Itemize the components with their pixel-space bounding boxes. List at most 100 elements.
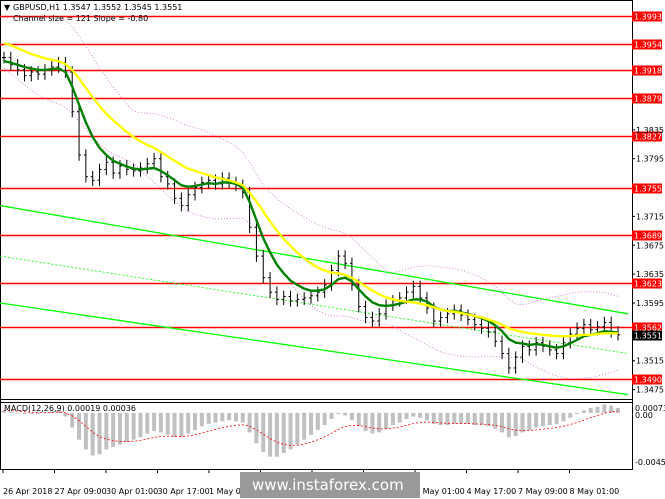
- macd-bar-82: [561, 412, 566, 422]
- macd-bar-21: [145, 412, 150, 434]
- macd-bar-31: [213, 412, 218, 423]
- level-label-1: 1.3954: [634, 41, 662, 50]
- macd-bar-67: [459, 412, 464, 424]
- channel-upper: [0, 204, 629, 315]
- macd-bar-3: [22, 412, 27, 415]
- macd-bar-76: [520, 412, 525, 433]
- macd-bar-8: [56, 410, 61, 413]
- macd-bar-64: [438, 412, 443, 426]
- price-series: [2, 51, 620, 374]
- ma-line-slow: [3, 41, 618, 338]
- macd-bar-87: [595, 406, 600, 413]
- macd-bar-51: [349, 412, 354, 421]
- macd-bar-53: [363, 412, 368, 432]
- macd-bar-32: [220, 412, 225, 422]
- x-tick-label-9: 4 May 17:00: [467, 487, 517, 496]
- chart-title-arrow: ▼: [4, 3, 11, 12]
- level-tag-1: [632, 39, 662, 50]
- macd-scale-bottom: -0.00453: [635, 458, 665, 467]
- y-tick-label-0: 1.3835: [636, 126, 664, 135]
- macd-bar-90: [616, 408, 620, 413]
- macd-bar-61: [418, 412, 423, 418]
- macd-bar-89: [609, 405, 614, 413]
- level-tag-8: [632, 322, 662, 333]
- current-price-label: 1.3551: [634, 332, 662, 341]
- macd-bar-14: [97, 412, 102, 455]
- macd-bar-5: [36, 412, 41, 415]
- level-label-9: 1.3490: [634, 376, 662, 385]
- macd-bar-15: [104, 412, 109, 450]
- macd-bar-11: [77, 412, 82, 440]
- macd-bar-40: [274, 412, 279, 457]
- level-label-3: 1.3879: [634, 95, 662, 104]
- ma-line-fast: [3, 60, 619, 350]
- price-channel: [0, 16, 629, 396]
- macd-bar-66: [452, 412, 457, 424]
- moving-averages: [3, 41, 619, 350]
- macd-bar-16: [111, 412, 116, 447]
- macd-bar-80: [547, 412, 552, 426]
- macd-bar-19: [131, 412, 136, 440]
- macd-bar-46: [315, 412, 320, 430]
- macd-bar-84: [575, 412, 580, 415]
- macd-bar-86: [588, 408, 593, 413]
- y-tick-label-1: 1.3795: [636, 155, 664, 164]
- macd-bar-81: [554, 412, 559, 424]
- macd-bar-41: [281, 412, 286, 454]
- macd-bar-58: [397, 412, 402, 423]
- y-tick-label-5: 1.3595: [636, 299, 664, 308]
- macd-bar-17: [117, 412, 122, 445]
- macd-bar-42: [288, 412, 293, 450]
- macd-bar-33: [227, 412, 232, 421]
- level-label-7: 1.3623: [634, 280, 662, 289]
- macd-bar-13: [90, 412, 95, 456]
- macd-bar-78: [534, 412, 539, 428]
- macd-bar-85: [581, 410, 586, 413]
- level-label-8: 1.3562: [634, 324, 662, 333]
- macd-bar-1: [8, 411, 13, 413]
- macd-bar-68: [465, 412, 470, 424]
- x-tick-label-0: 26 Apr 2018: [3, 487, 52, 496]
- macd-bar-20: [138, 412, 143, 438]
- x-tick-label-10: 7 May 09:00: [518, 487, 568, 496]
- macd-bar-34: [233, 412, 238, 422]
- macd-bar-12: [83, 412, 88, 450]
- macd-bar-25: [172, 412, 177, 438]
- macd-bar-9: [63, 412, 68, 417]
- macd-bar-63: [431, 412, 436, 424]
- macd-bar-47: [322, 412, 327, 426]
- x-tick-label-1: 27 Apr 09:00: [55, 487, 107, 496]
- y-tick-label-7: 1.3475: [636, 386, 664, 395]
- x-tick-label-11: 8 May 01:00: [570, 487, 620, 496]
- macd-bar-56: [384, 412, 389, 429]
- macd-scale-top: 0.00073: [635, 404, 665, 413]
- macd-bar-43: [295, 412, 300, 445]
- macd-bar-45: [309, 412, 313, 435]
- channel-lower: [0, 302, 629, 396]
- envelope-upper: [3, 16, 619, 306]
- macd-bar-36: [247, 412, 252, 433]
- level-label-4: 1.3827: [634, 133, 662, 142]
- chart-symbol-info: GBPUSD,H1 1.3547 1.3552 1.3545 1.3551: [13, 3, 182, 12]
- macd-bar-70: [479, 412, 484, 426]
- macd-bar-60: [411, 412, 416, 417]
- macd-bar-35: [240, 412, 245, 423]
- macd-bar-26: [179, 412, 184, 438]
- macd-bar-55: [377, 412, 382, 433]
- level-tag-0: [632, 11, 662, 22]
- macd-bar-79: [540, 412, 545, 427]
- macd-bar-48: [329, 412, 334, 419]
- y-tick-label-2: 1.3715: [636, 212, 664, 221]
- watermark-text: www.instaforex.com: [252, 476, 404, 494]
- macd-bar-83: [568, 412, 573, 418]
- channel-middle: [0, 255, 629, 354]
- level-tag-6: [632, 230, 662, 241]
- macd-bar-52: [356, 412, 361, 427]
- macd-bar-75: [513, 412, 518, 436]
- macd-bar-69: [472, 412, 477, 426]
- x-tick-label-3: 30 Apr 17:00: [158, 487, 210, 496]
- macd-bar-30: [206, 412, 211, 424]
- level-tag-7: [632, 278, 662, 289]
- envelope-lower: [3, 68, 619, 380]
- macd-bar-57: [390, 412, 395, 426]
